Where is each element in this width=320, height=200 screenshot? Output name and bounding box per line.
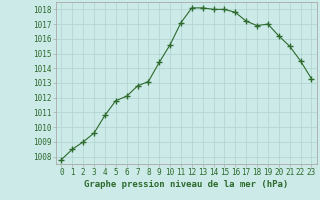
X-axis label: Graphe pression niveau de la mer (hPa): Graphe pression niveau de la mer (hPa) [84, 180, 289, 189]
